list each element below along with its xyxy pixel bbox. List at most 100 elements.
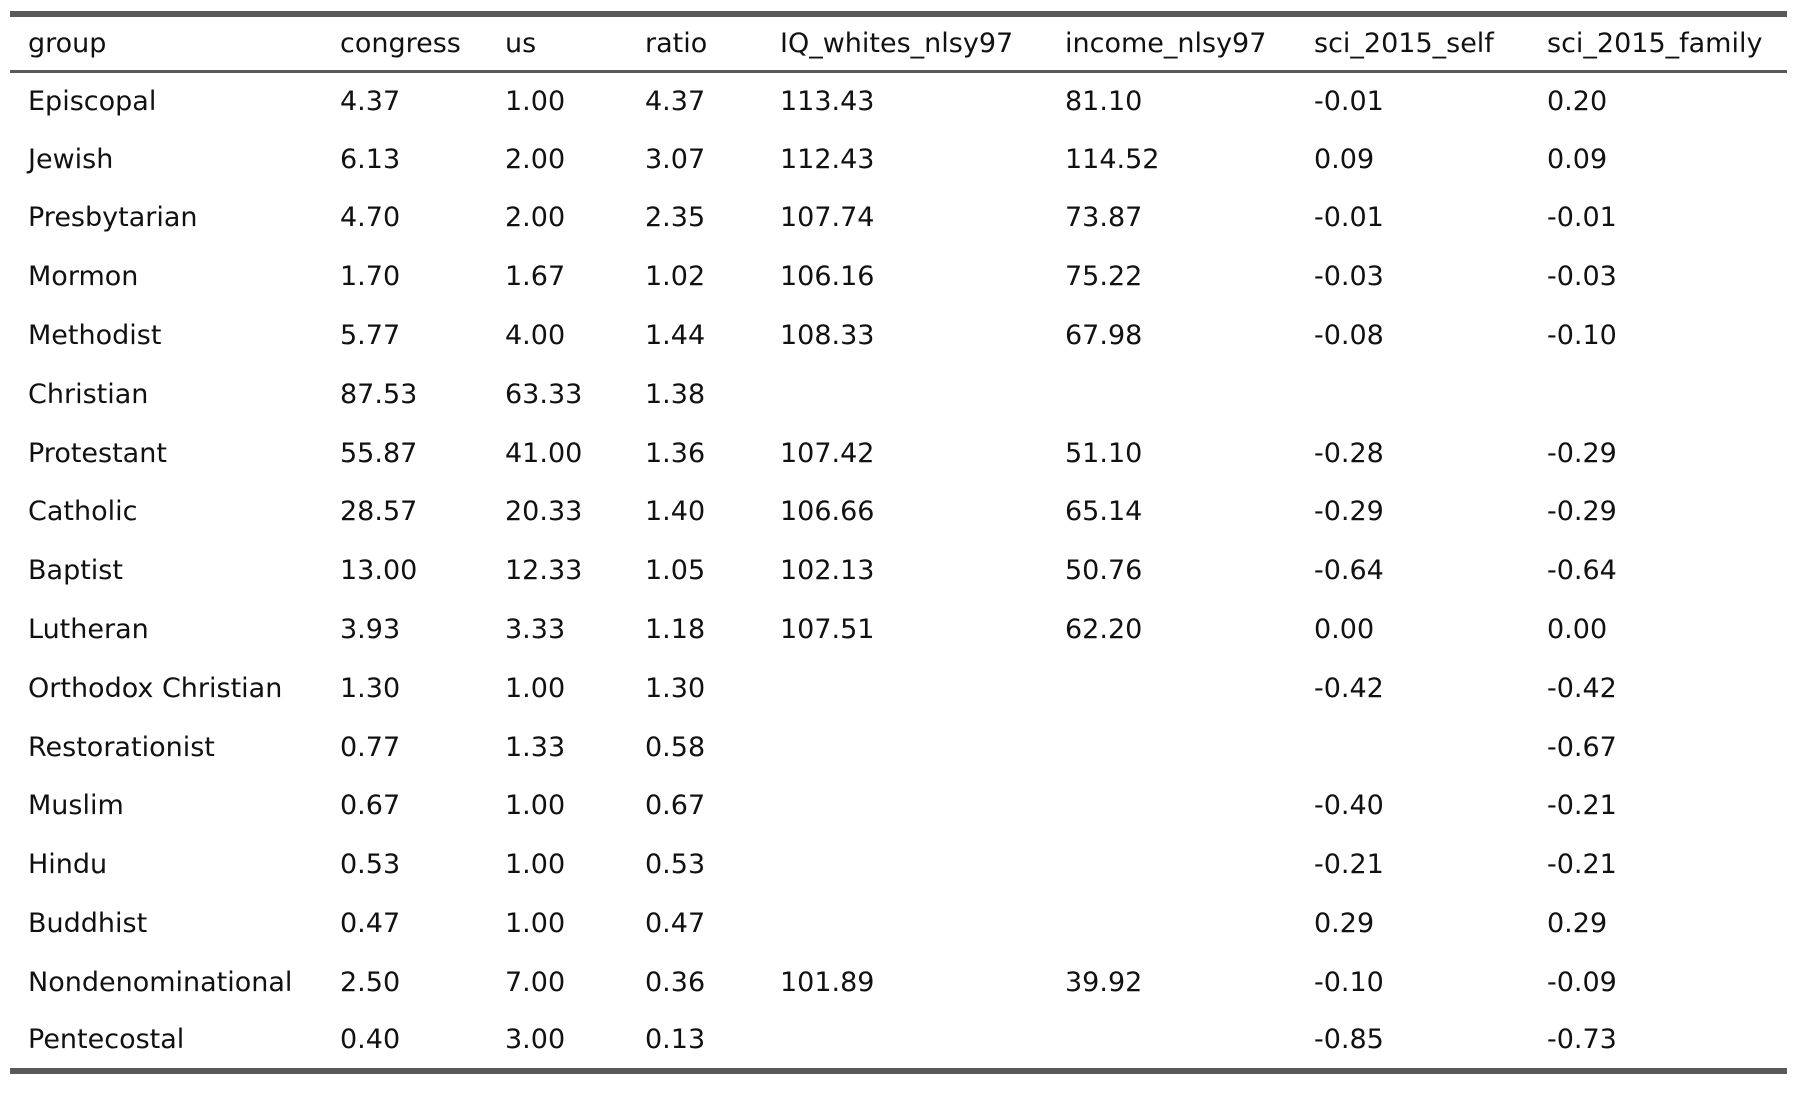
value-cell: 0.53 [645, 849, 706, 881]
value-cell [780, 365, 1065, 424]
value-cell: 3.93 [340, 614, 401, 646]
value-cell: 106.16 [780, 261, 875, 293]
value-cell: -0.01 [1314, 202, 1384, 234]
value-cell: 7.00 [505, 966, 566, 998]
religious-groups-table: group congress us ratio IQ_whites_nlsy97 inco… [10, 11, 1787, 1074]
value-cell: 65.14 [1065, 496, 1143, 528]
value-cell: -0.10 [1547, 320, 1617, 352]
value-cell: 1.30 [645, 672, 706, 704]
value-cell: 0.53 [340, 849, 401, 881]
value-cell: 1.00 [505, 790, 566, 822]
table-row: Buddhist 0.47 1.00 0.47 0.29 0.29 [10, 894, 1787, 953]
header-row: group congress us ratio IQ_whites_nlsy97 inco… [10, 14, 1787, 71]
value-cell: -0.01 [1314, 85, 1384, 117]
value-cell: 20.33 [505, 496, 583, 528]
value-cell: -0.21 [1547, 790, 1617, 822]
value-cell: 112.43 [780, 143, 875, 175]
table-row: Muslim 0.67 1.00 0.67 -0.40 -0.21 [10, 777, 1787, 836]
column-header-sci-2015-family: sci_2015_family [1547, 27, 1763, 59]
value-cell: 75.22 [1065, 261, 1143, 293]
value-cell: 4.00 [505, 320, 566, 352]
value-cell [780, 1012, 1065, 1071]
group-cell: Presbytarian [28, 202, 198, 234]
value-cell: -0.42 [1547, 672, 1617, 704]
table-row: Jewish 6.13 2.00 3.07 112.43 114.52 0.09 0.09 [10, 130, 1787, 189]
value-cell [1065, 659, 1314, 718]
value-cell: 81.10 [1065, 85, 1143, 117]
value-cell: 0.58 [645, 731, 706, 763]
table-row: Pentecostal 0.40 3.00 0.13 -0.85 -0.73 [10, 1012, 1787, 1071]
value-cell: 1.44 [645, 320, 706, 352]
value-cell: 0.09 [1547, 143, 1608, 175]
value-cell [1314, 365, 1547, 424]
value-cell: 0.40 [340, 1024, 401, 1056]
table-row: Methodist 5.77 4.00 1.44 108.33 67.98 -0.08 -0.… [10, 306, 1787, 365]
value-cell: -0.28 [1314, 437, 1384, 469]
value-cell [780, 718, 1065, 777]
group-cell: Buddhist [28, 908, 148, 940]
value-cell: -0.40 [1314, 790, 1384, 822]
value-cell: -0.42 [1314, 672, 1384, 704]
value-cell: 63.33 [505, 378, 583, 410]
value-cell: 0.29 [1314, 908, 1375, 940]
value-cell: 0.67 [340, 790, 401, 822]
value-cell [780, 894, 1065, 953]
value-cell: 108.33 [780, 320, 875, 352]
column-header-sci-2015-self: sci_2015_self [1314, 27, 1494, 59]
value-cell: 50.76 [1065, 555, 1143, 587]
value-cell: 0.47 [340, 908, 401, 940]
value-cell: 0.13 [645, 1024, 706, 1056]
value-cell: 1.00 [505, 849, 566, 881]
value-cell [1065, 894, 1314, 953]
group-cell: Christian [28, 378, 149, 410]
value-cell: -0.10 [1314, 966, 1384, 998]
value-cell: 1.18 [645, 614, 706, 646]
column-header-iq-whites-nlsy97: IQ_whites_nlsy97 [780, 27, 1014, 59]
value-cell [780, 659, 1065, 718]
value-cell: -0.09 [1547, 966, 1617, 998]
value-cell: 0.00 [1547, 614, 1608, 646]
value-cell: -0.73 [1547, 1024, 1617, 1056]
value-cell: 55.87 [340, 437, 418, 469]
value-cell: 1.30 [340, 672, 401, 704]
value-cell: 2.00 [505, 143, 566, 175]
group-cell: Pentecostal [28, 1024, 185, 1056]
column-header-us: us [505, 27, 537, 59]
value-cell: 107.74 [780, 202, 875, 234]
value-cell: -0.21 [1547, 849, 1617, 881]
value-cell: -0.29 [1547, 437, 1617, 469]
value-cell: 1.02 [645, 261, 706, 293]
value-cell [1065, 777, 1314, 836]
group-cell: Restorationist [28, 731, 215, 763]
value-cell: 73.87 [1065, 202, 1143, 234]
value-cell: 102.13 [780, 555, 875, 587]
value-cell: -0.67 [1547, 731, 1617, 763]
value-cell: 3.33 [505, 614, 566, 646]
value-cell: 4.37 [645, 85, 706, 117]
value-cell [1547, 365, 1787, 424]
table-row: Catholic 28.57 20.33 1.40 106.66 65.14 -0.29 -0… [10, 483, 1787, 542]
table-row: Hindu 0.53 1.00 0.53 -0.21 -0.21 [10, 835, 1787, 894]
table-body: Episcopal 4.37 1.00 4.37 113.43 81.10 -0.01 0.2… [10, 71, 1787, 1071]
group-cell: Jewish [28, 143, 114, 175]
value-cell: 1.70 [340, 261, 401, 293]
value-cell: 6.13 [340, 143, 401, 175]
group-cell: Mormon [28, 261, 139, 293]
value-cell: -0.29 [1314, 496, 1384, 528]
value-cell [1065, 1012, 1314, 1071]
value-cell: 0.09 [1314, 143, 1375, 175]
group-cell: Hindu [28, 849, 108, 881]
table-row: Lutheran 3.93 3.33 1.18 107.51 62.20 0.00 0.00 [10, 600, 1787, 659]
value-cell: -0.01 [1547, 202, 1617, 234]
value-cell [1314, 718, 1547, 777]
group-cell: Nondenominational [28, 966, 293, 998]
value-cell: 87.53 [340, 378, 418, 410]
religious-groups-table-wrap: group congress us ratio IQ_whites_nlsy97 inco… [10, 11, 1787, 1074]
group-cell: Muslim [28, 790, 124, 822]
column-header-income-nlsy97: income_nlsy97 [1065, 27, 1267, 59]
value-cell: 2.00 [505, 202, 566, 234]
value-cell: -0.03 [1314, 261, 1384, 293]
value-cell [780, 777, 1065, 836]
table-head: group congress us ratio IQ_whites_nlsy97 inco… [10, 14, 1787, 71]
value-cell: 62.20 [1065, 614, 1143, 646]
